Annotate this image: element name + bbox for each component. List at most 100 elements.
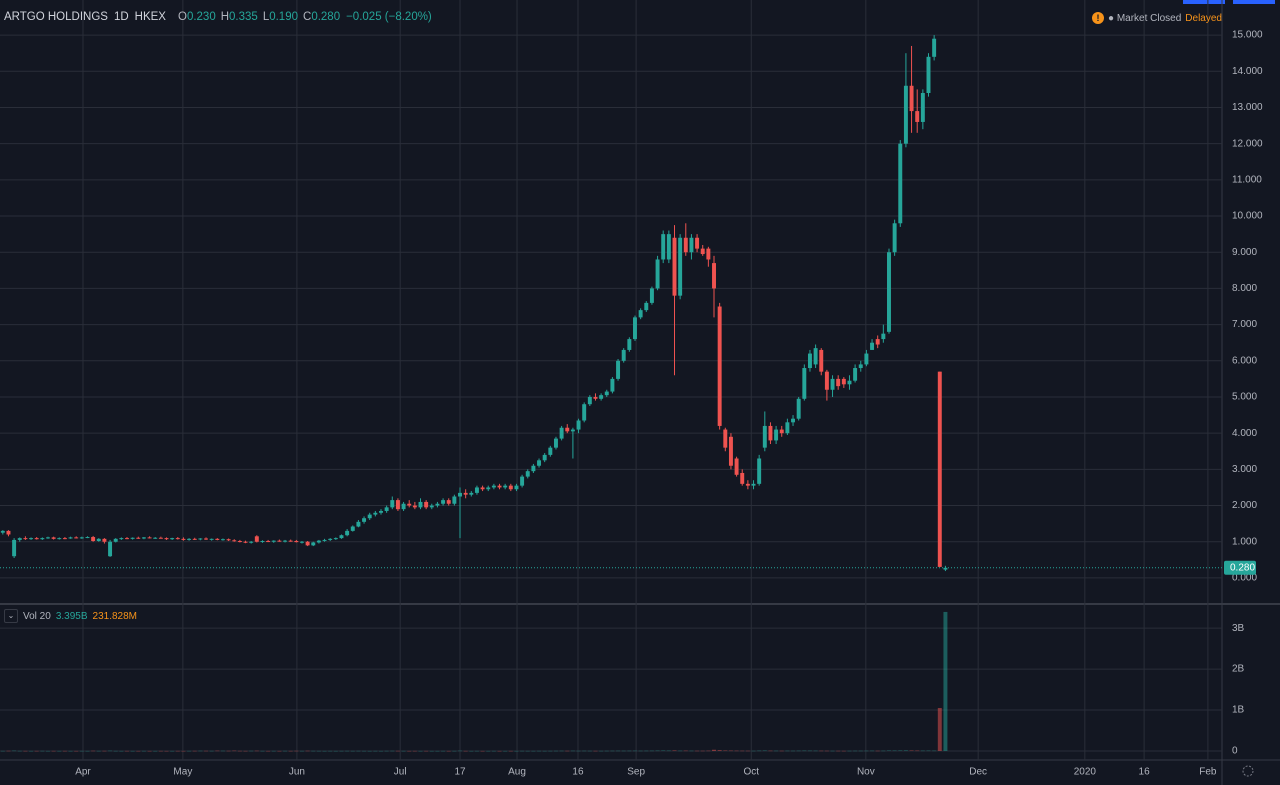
collapse-button[interactable]: ⌄ [4, 609, 18, 623]
candle-body [712, 263, 716, 289]
volume-bar [774, 750, 779, 752]
volume-bar [316, 750, 321, 752]
volume-bar [920, 750, 925, 752]
volume-bar [74, 750, 79, 752]
candle-body [920, 93, 925, 122]
candle-body [254, 536, 259, 542]
ohlc-values: O0.230 H0.335 L0.190 C0.280 [178, 11, 340, 23]
candle-body [762, 425, 767, 448]
volume-bar [712, 749, 716, 751]
candle-body [497, 485, 502, 488]
toolbar-tab[interactable] [1233, 0, 1275, 4]
candle-body [486, 487, 491, 490]
volume-bar [356, 750, 361, 752]
status-icon: ! [1092, 12, 1104, 24]
volume-bar [17, 750, 22, 752]
candle-body [508, 485, 513, 490]
status-text: ● Market Closed [1108, 12, 1182, 24]
candle-body [198, 538, 203, 540]
volume-bar [649, 750, 654, 752]
volume-bar [412, 750, 417, 752]
candle-body [926, 56, 931, 94]
candle-body [311, 542, 316, 546]
ohlc-item: O0.230 [178, 11, 216, 23]
volume-bar [384, 750, 389, 752]
volume-bar [390, 750, 395, 752]
candle-body [283, 540, 288, 542]
candle-body [858, 364, 863, 369]
volume-tick-label: 2B [1232, 664, 1245, 675]
volume-bar [836, 750, 841, 752]
volume-last: 3.395B [55, 610, 88, 622]
candle-body [108, 541, 113, 557]
volume-bar [46, 750, 50, 752]
y-tick-label: 4.000 [1232, 428, 1257, 439]
candle-body [881, 333, 886, 340]
candle-body [633, 317, 637, 340]
volume-bar [819, 750, 824, 752]
candle-body [424, 501, 429, 508]
volume-bar [565, 750, 570, 752]
volume-bar [661, 750, 666, 751]
candle-body [474, 487, 479, 493]
volume-bar [531, 750, 536, 752]
volume-bar [548, 750, 553, 752]
candle-body [915, 111, 920, 122]
volume-bar [898, 750, 903, 751]
candle-body [621, 349, 626, 361]
volume-bar [34, 750, 39, 752]
volume-bar [102, 750, 107, 752]
volume-bar [130, 750, 135, 752]
candle-body [57, 538, 62, 540]
candle-body [813, 348, 818, 365]
candle-body [237, 541, 242, 543]
candle-body [322, 539, 327, 541]
volume-bar [525, 750, 530, 752]
volume-bar [68, 750, 73, 752]
candle-body [802, 368, 807, 399]
candle-body [192, 538, 197, 540]
volume-bar [937, 707, 942, 751]
volume-bar [12, 750, 17, 752]
volume-bar [740, 750, 745, 752]
volume-bar [508, 750, 513, 752]
volume-bar [441, 750, 446, 752]
volume-bar [237, 750, 242, 752]
volume-bar [734, 750, 739, 752]
volume-bar [802, 750, 807, 752]
candle-body [678, 237, 683, 296]
candle-body [644, 302, 649, 311]
candle-body [875, 339, 880, 345]
candle-body [333, 538, 338, 540]
volume-bar [706, 750, 711, 752]
candle-body [689, 237, 694, 253]
settings-icon[interactable] [1242, 765, 1254, 777]
candle-body [435, 503, 440, 506]
volume-bar [762, 750, 767, 751]
volume-bar [373, 750, 378, 752]
volume-bar [435, 750, 440, 752]
volume-bar [751, 750, 756, 752]
volume-bar [85, 750, 90, 752]
candle-body [830, 378, 835, 390]
volume-bar [638, 750, 643, 752]
volume-bar [418, 750, 423, 752]
volume-bar [870, 750, 875, 752]
candle-body [559, 427, 564, 439]
toolbar-tab[interactable] [1183, 0, 1225, 4]
candle-body [514, 485, 519, 490]
volume-bar [328, 750, 333, 752]
candle-body [367, 514, 372, 519]
volume-bar [125, 750, 129, 752]
volume-bar [333, 750, 338, 752]
volume-bar [593, 750, 598, 752]
legend: ARTGO HOLDINGS 1D HKEX O0.230 H0.335 L0.19… [4, 11, 432, 23]
volume-bar [362, 750, 367, 752]
volume-bar [367, 750, 372, 752]
y-tick-label: 10.000 [1232, 211, 1263, 222]
candle-body [345, 530, 350, 536]
candle-body [751, 483, 756, 486]
candle-body [418, 501, 423, 508]
volume-bar [469, 750, 474, 752]
ohlc-value: 0.230 [186, 11, 216, 23]
